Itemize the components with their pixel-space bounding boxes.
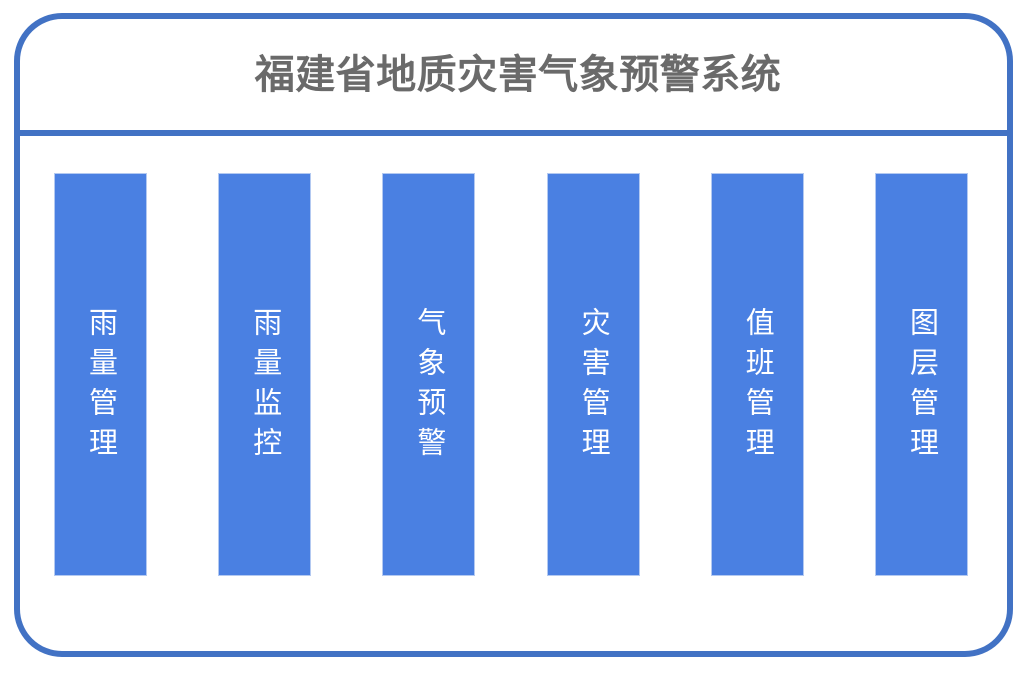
menu-item-weather-warning[interactable]: 气象预警 [382, 173, 476, 576]
menu-item-label: 雨量监控 [248, 306, 281, 467]
header-divider [17, 130, 1010, 136]
menu-item-layer-management[interactable]: 图层管理 [874, 173, 968, 576]
menu-item-label: 图层管理 [905, 306, 938, 467]
window-border [14, 13, 1013, 657]
menu-item-label: 雨量管理 [84, 306, 117, 467]
menu-item-duty-management[interactable]: 值班管理 [710, 173, 804, 576]
menu-item-disaster-management[interactable]: 灾害管理 [546, 173, 640, 576]
main-menu: 雨量管理 雨量监控 气象预警 灾害管理 值班管理 图层管理 [54, 173, 968, 576]
menu-item-label: 灾害管理 [577, 306, 610, 467]
menu-item-rainfall-management[interactable]: 雨量管理 [54, 173, 147, 576]
page-title: 福建省地质灾害气象预警系统 [254, 53, 782, 97]
menu-item-label: 气象预警 [412, 306, 445, 467]
menu-item-rainfall-monitoring[interactable]: 雨量监控 [218, 173, 312, 576]
menu-item-label: 值班管理 [741, 306, 774, 467]
